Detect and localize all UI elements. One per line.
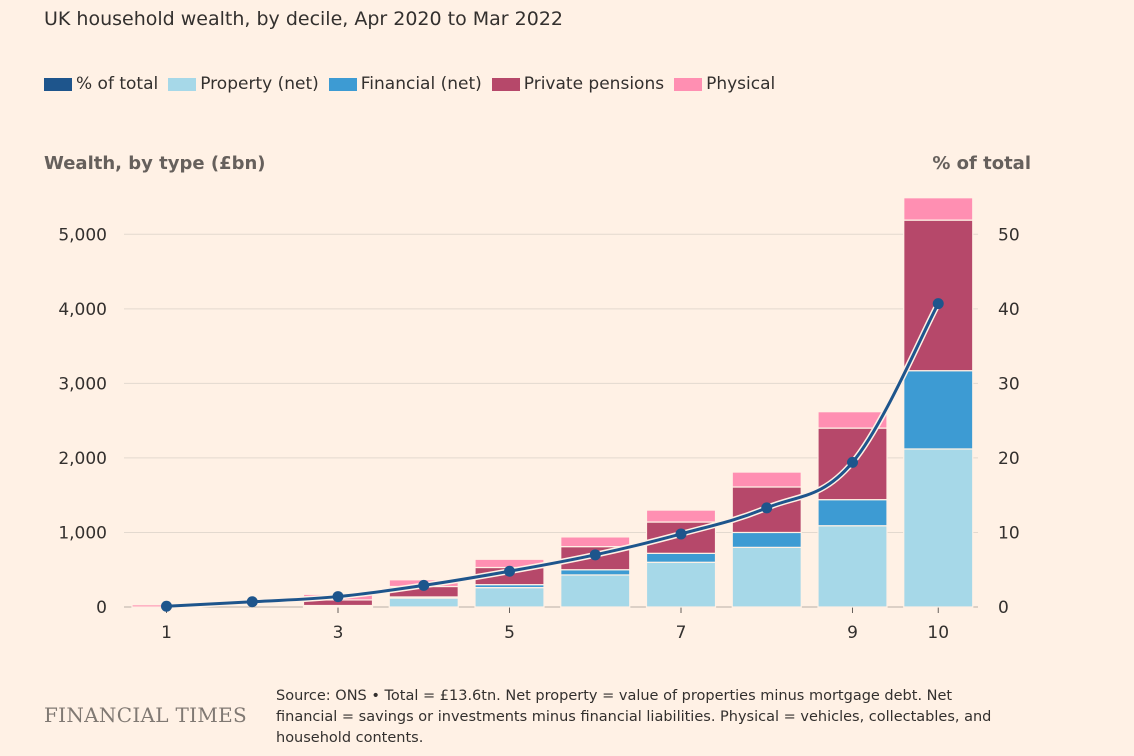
- percent-point: [418, 579, 430, 591]
- legend-label-pensions: Private pensions: [523, 74, 665, 94]
- bar-segment: [645, 561, 717, 608]
- legend-swatch-percent-total: [44, 77, 72, 91]
- y2-tick-label: 0: [998, 598, 1009, 618]
- percent-point: [332, 591, 344, 603]
- legend-item-physical: Physical: [674, 74, 775, 94]
- x-tick-label: 7: [676, 623, 687, 643]
- legend-item-property: Property (net): [168, 74, 319, 94]
- y-tick-label: 0: [96, 598, 107, 618]
- y-tick-label: 5,000: [58, 225, 107, 245]
- bar-segment: [817, 499, 888, 527]
- percent-point: [932, 298, 944, 310]
- percent-point: [161, 600, 172, 612]
- bar-segment: [903, 370, 974, 450]
- legend: % of total Property (net) Financial (net…: [44, 74, 785, 94]
- x-tick-label: 3: [333, 623, 344, 643]
- percent-point: [675, 528, 687, 540]
- y-tick-label: 1,000: [58, 523, 107, 543]
- y-axis-title-right: % of total: [932, 153, 1031, 174]
- bar-segment: [731, 486, 802, 534]
- y2-tick-label: 30: [998, 374, 1020, 394]
- bar-segment: [817, 525, 888, 608]
- legend-swatch-financial: [328, 77, 357, 91]
- y2-tick-label: 10: [998, 523, 1020, 543]
- percent-line: [166, 302, 940, 608]
- source-note: Source: ONS • Total = £13.6tn. Net prope…: [276, 688, 992, 746]
- legend-item-pensions: Private pensions: [491, 74, 665, 94]
- bar-segment: [731, 531, 802, 548]
- bar-segment: [731, 546, 802, 608]
- x-tick-label: 10: [927, 623, 949, 643]
- bar-segment: [388, 597, 459, 608]
- chart-plot: 0 1,000 2,000 3,000 4,000 5,000 0 10 20 30 40 50 1 3 5…: [58, 197, 1020, 643]
- legend-label-percent-total: % of total: [76, 74, 159, 94]
- legend-label-financial: Financial (net): [360, 74, 482, 94]
- bar-segment: [731, 471, 802, 488]
- percent-point: [761, 502, 773, 514]
- legend-item-percent-total: % of total: [44, 74, 158, 94]
- bar-segment: [817, 411, 888, 429]
- bar-segment: [645, 552, 717, 563]
- bar-segment: [474, 587, 545, 608]
- percent-point: [847, 456, 858, 468]
- legend-swatch-physical: [674, 77, 703, 91]
- bar-segment: [560, 574, 631, 608]
- legend-label-physical: Physical: [706, 74, 776, 94]
- y-axis-title-left: Wealth, by type (£bn): [44, 153, 266, 174]
- percent-point: [589, 549, 601, 561]
- bar-segment: [645, 509, 717, 523]
- y2-tick-label: 40: [998, 300, 1020, 320]
- bar-segment: [903, 448, 974, 608]
- legend-swatch-pensions: [491, 77, 520, 91]
- y-tick-label: 3,000: [58, 374, 107, 394]
- x-tick-label: 5: [504, 623, 515, 643]
- ft-logo: FINANCIAL TIMES: [44, 703, 248, 727]
- x-tick-label: 1: [161, 623, 172, 643]
- x-tick-label: 9: [847, 623, 858, 643]
- percent-point: [246, 596, 258, 608]
- bar-segment: [903, 197, 974, 221]
- y-tick-label: 2,000: [58, 449, 107, 469]
- bar-segment: [560, 536, 631, 548]
- legend-label-property: Property (net): [200, 74, 319, 94]
- chart-title: UK household wealth, by decile, Apr 2020…: [44, 8, 563, 30]
- legend-swatch-property: [168, 77, 197, 91]
- y-tick-label: 4,000: [58, 300, 107, 320]
- y2-tick-label: 50: [998, 225, 1020, 245]
- y2-tick-label: 20: [998, 449, 1020, 469]
- legend-item-financial: Financial (net): [328, 74, 482, 94]
- percent-point: [504, 565, 515, 577]
- bar-segment: [560, 569, 631, 576]
